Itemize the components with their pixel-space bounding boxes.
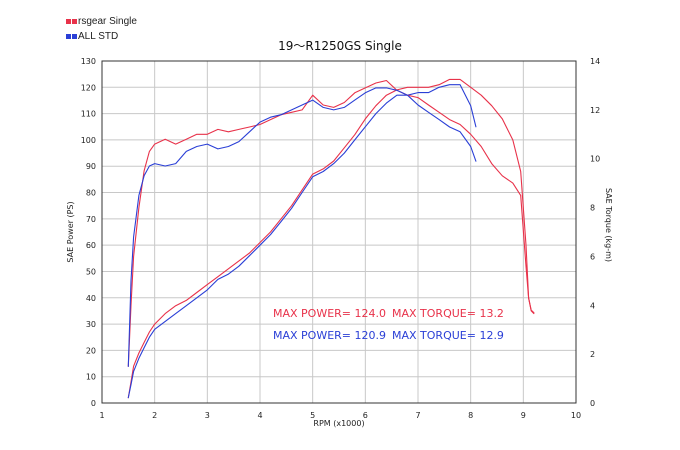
y-left-tick-label: 20 [86,346,96,355]
series-lines [127,78,535,399]
x-axis-label: RPM (x1000) [313,419,364,428]
y-left-tick-label: 90 [86,162,96,171]
x-tick-label: 1 [99,411,104,420]
y-left-tick-label: 80 [86,189,96,198]
annotation-rsgear-max-torque: MAX TORQUE= 13.2 [392,307,504,320]
y-right-tick-label: 6 [590,252,595,261]
annotation-std-max-power: MAX POWER= 120.9 [273,329,386,342]
y-axis-label-left: SAE Power (PS) [66,201,75,262]
annotation-std-max-torque: MAX TORQUE= 12.9 [392,329,504,342]
y-left-tick-label: 40 [86,294,96,303]
y-right-tick-label: 8 [590,204,595,213]
y-left-tick-label: 30 [86,320,96,329]
y-left-tick-label: 0 [91,399,96,408]
y-left-tick-label: 120 [81,83,96,92]
x-tick-label: 6 [363,411,368,420]
y-right-tick-label: 12 [590,106,600,115]
chart-title: 19～R1250GS Single [278,39,402,53]
y-left-tick-label: 70 [86,215,96,224]
legend-item-std: ALL STD [66,29,137,44]
x-tick-label: 10 [571,411,581,420]
legend-label-rsgear: rsgear Single [78,16,137,27]
legend-label-std: ALL STD [78,31,119,42]
y-right-tick-label: 10 [590,155,600,164]
y-left-tick-label: 10 [86,373,96,382]
y-left-tick-label: 100 [81,136,96,145]
annotation-rsgear-max-power: MAX POWER= 124.0 [273,307,386,320]
y-right-tick-label: 0 [590,399,595,408]
series-line-rsgear-power [127,78,535,399]
y-left-tick-label: 50 [86,267,96,276]
legend-swatch-rsgear [66,19,71,24]
y-left-tick-label: 60 [86,241,96,250]
series-line-std-power [127,84,477,399]
y-left-tick-label: 130 [81,57,96,66]
x-tick-label: 2 [152,411,157,420]
y-left-tick-label: 110 [81,110,96,119]
x-tick-label: 3 [205,411,210,420]
y-right-tick-label: 14 [590,57,600,66]
x-tick-label: 8 [468,411,473,420]
grid [102,61,576,403]
y-axis-label-right: SAE Torque (kg-m) [604,188,613,262]
x-tick-label: 7 [415,411,420,420]
series-line-std-torque [127,87,477,367]
series-line-rsgear-torque [127,79,535,367]
y-right-tick-label: 4 [590,301,595,310]
legend-swatch-std [66,34,71,39]
x-tick-label: 4 [257,411,262,420]
x-tick-label: 5 [310,411,315,420]
axis-ticks: 1 2 3 4 5 6 7 8 9 1001020304050607080901001101201… [81,57,600,420]
x-tick-label: 9 [521,411,526,420]
plot-frame [101,60,577,404]
legend: rsgear Single ALL STD [66,14,137,44]
y-right-tick-label: 2 [590,350,595,359]
legend-item-rsgear: rsgear Single [66,14,137,29]
